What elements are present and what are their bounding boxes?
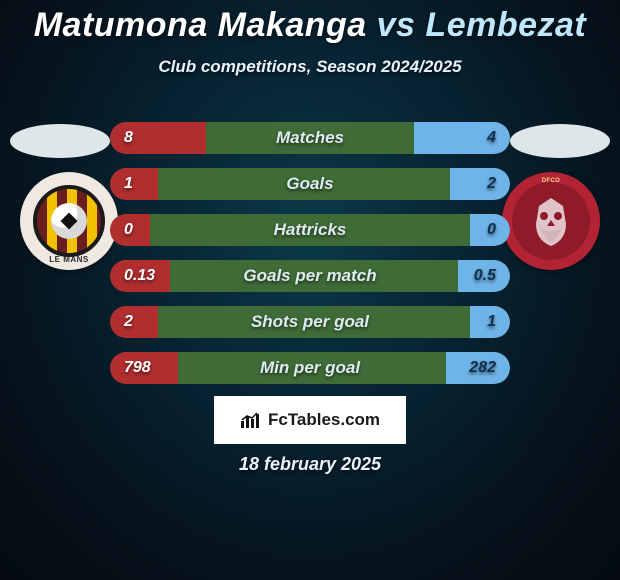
title-player1: Matumona Makanga xyxy=(34,6,367,44)
stat-label: Goals xyxy=(110,168,510,200)
club-badge-right: DFCO xyxy=(502,172,600,270)
stat-row: 21Shots per goal xyxy=(110,306,510,338)
footer-brand-box: FcTables.com xyxy=(214,396,406,444)
bar-chart-icon xyxy=(240,411,262,429)
stat-row: 84Matches xyxy=(110,122,510,154)
player-shadow-right xyxy=(510,124,610,158)
stat-label: Shots per goal xyxy=(110,306,510,338)
club-badge-left-inner xyxy=(33,185,105,257)
stat-row: 12Goals xyxy=(110,168,510,200)
subtitle: Club competitions, Season 2024/2025 xyxy=(0,57,620,77)
player-shadow-left xyxy=(10,124,110,158)
stat-label: Min per goal xyxy=(110,352,510,384)
stat-label: Matches xyxy=(110,122,510,154)
owl-icon xyxy=(526,194,576,248)
stat-rows: 84Matches 12Goals 00Hattricks 0.130.5Goals … xyxy=(110,122,510,398)
stat-row: 0.130.5Goals per match xyxy=(110,260,510,292)
title-player2: Lembezat xyxy=(425,6,586,44)
title-vs: vs xyxy=(377,6,416,44)
club-left-name: LE MANS xyxy=(20,255,118,264)
stat-row: 798282Min per goal xyxy=(110,352,510,384)
stat-row: 00Hattricks xyxy=(110,214,510,246)
club-badge-right-inner xyxy=(512,182,590,260)
stat-label: Hattricks xyxy=(110,214,510,246)
footer-brand-text: FcTables.com xyxy=(268,410,380,430)
club-badge-left: LE MANS xyxy=(20,172,118,270)
page-title: Matumona Makanga vs Lembezat xyxy=(0,0,620,45)
soccer-ball-icon xyxy=(51,203,87,239)
date-text: 18 february 2025 xyxy=(0,454,620,475)
stat-label: Goals per match xyxy=(110,260,510,292)
